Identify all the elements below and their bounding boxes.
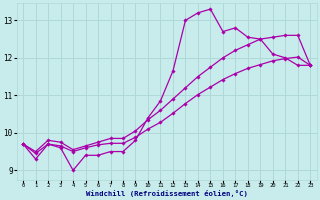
X-axis label: Windchill (Refroidissement éolien,°C): Windchill (Refroidissement éolien,°C) (86, 190, 248, 197)
